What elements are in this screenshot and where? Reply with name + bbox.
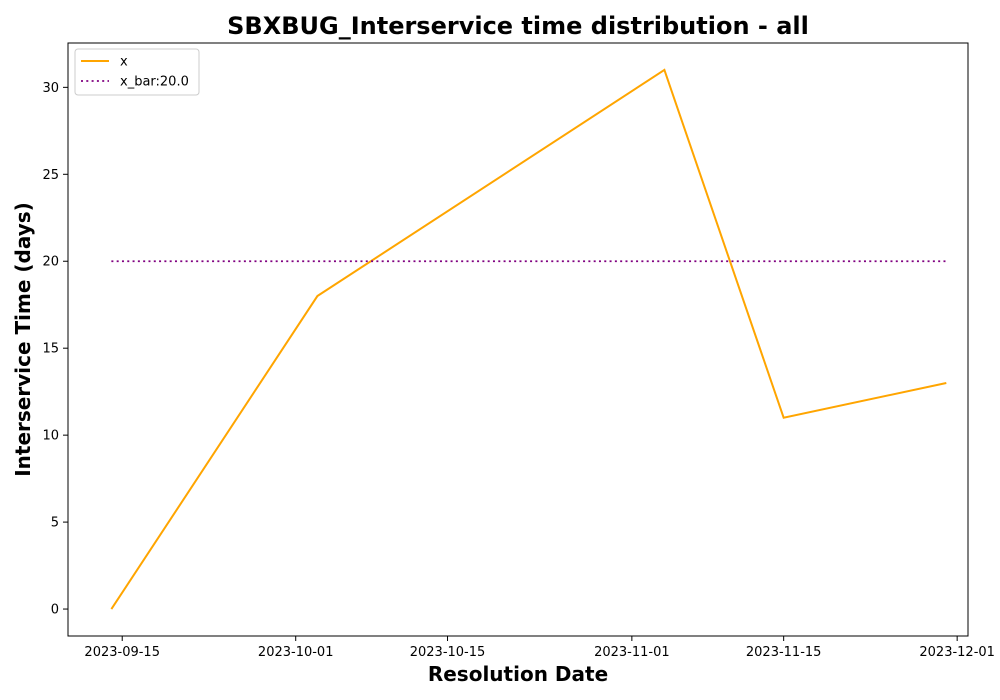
y-tick-label: 15 [42, 342, 59, 357]
plot-frame [67, 42, 969, 637]
x-tick-label: 2023-11-15 [746, 645, 822, 660]
x-axis-label: Resolution Date [428, 662, 608, 686]
y-axis-label: Interservice Time (days) [11, 202, 35, 477]
y-tick-label: 20 [42, 255, 59, 270]
y-tick-label: 30 [42, 81, 59, 96]
x-tick-label: 2023-10-15 [410, 645, 486, 660]
legend-label-1: x_bar:20.0 [120, 75, 189, 90]
series-line-0 [110, 68, 947, 610]
x-tick-label: 2023-12-01 [919, 645, 995, 660]
y-tick-label: 0 [51, 603, 59, 618]
x-tick-label: 2023-11-01 [594, 645, 670, 660]
x-tick-label: 2023-10-01 [258, 645, 334, 660]
chart-title: SBXBUG_Interservice time distribution - … [227, 12, 809, 40]
y-tick-label: 25 [42, 168, 59, 183]
x-tick-label: 2023-09-15 [84, 645, 160, 660]
y-tick-label: 5 [51, 516, 59, 531]
plot-area [110, 68, 947, 610]
axis-ticks: 2023-09-15 2023-10-01 2023-10-15 2023-11-01… [42, 81, 994, 660]
y-tick-label: 10 [42, 429, 59, 444]
legend: x x_bar:20.0 [74, 48, 200, 96]
legend-label-0: x [120, 55, 128, 70]
